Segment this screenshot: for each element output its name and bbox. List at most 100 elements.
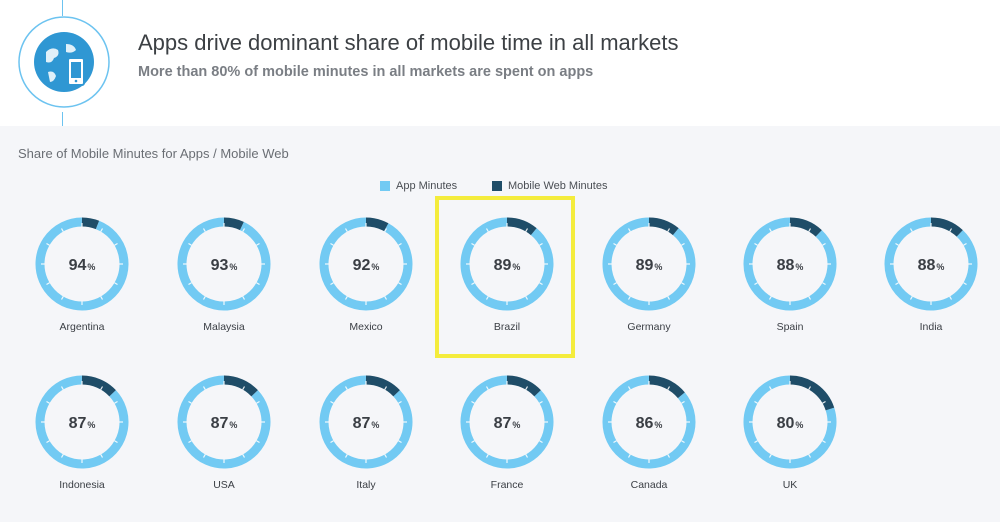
donut-tick-india <box>949 228 953 232</box>
donut-tick-indonesia <box>100 454 104 458</box>
donut-tick-france <box>485 386 489 390</box>
donut-app-arc-canada <box>602 375 696 469</box>
donut-tick-uk <box>808 454 812 458</box>
donut-value-spain: 88% <box>777 257 804 274</box>
donut-tick-mexico <box>330 242 334 246</box>
donut-tick-spain <box>768 228 772 232</box>
donut-tick-argentina <box>60 296 64 300</box>
donut-web-arc-spain <box>789 217 822 237</box>
donut-value-brazil: 89% <box>494 257 521 274</box>
donut-tick-indonesia <box>60 454 64 458</box>
donut-app-arc-germany <box>602 217 696 311</box>
donut-value-number-france: 87 <box>494 415 512 432</box>
donut-app-arc-brazil <box>460 217 554 311</box>
legend-swatch-web <box>492 181 502 191</box>
donut-value-suffix-indonesia: % <box>87 420 95 430</box>
donut-value-suffix-malaysia: % <box>229 262 237 272</box>
donut-tick-usa <box>242 386 246 390</box>
header: Apps drive dominant share of mobile time… <box>0 0 1000 126</box>
donut-tick-france <box>539 400 543 404</box>
donut-tick-brazil <box>539 282 543 286</box>
donut-tick-uk <box>822 400 826 404</box>
header-accent-line-top <box>62 0 63 16</box>
country-label-brazil: Brazil <box>494 321 520 333</box>
donut-tick-canada <box>681 400 685 404</box>
donut-tick-indonesia <box>60 386 64 390</box>
donut-tick-uk <box>768 386 772 390</box>
donut-tick-spain <box>768 296 772 300</box>
donut-tick-mexico <box>398 242 402 246</box>
donut-tick-germany <box>681 242 685 246</box>
donut-tick-canada <box>681 440 685 444</box>
donut-tick-france <box>471 400 475 404</box>
donut-value-number-canada: 86 <box>636 415 654 432</box>
donut-web-arc-france <box>506 375 541 397</box>
donut-web-arc-indonesia <box>81 375 116 397</box>
donut-tick-malaysia <box>188 282 192 286</box>
donut-tick-argentina <box>100 228 104 232</box>
donut-value-number-uk: 80 <box>777 415 795 432</box>
donut-web-arc-brazil <box>506 217 537 236</box>
donut-value-suffix-spain: % <box>795 262 803 272</box>
donut-tick-brazil <box>471 282 475 286</box>
donut-tick-canada <box>613 440 617 444</box>
donut-tick-usa <box>188 440 192 444</box>
donut-tick-france <box>525 454 529 458</box>
donut-value-number-mexico: 92 <box>353 257 371 274</box>
donut-tick-indonesia <box>46 400 50 404</box>
donut-tick-india <box>949 296 953 300</box>
donut-tick-france <box>539 440 543 444</box>
donut-tick-brazil <box>471 242 475 246</box>
country-label-malaysia: Malaysia <box>203 321 245 333</box>
donut-value-usa: 87% <box>211 415 238 432</box>
donut-app-arc-uk <box>743 375 837 469</box>
donut-value-number-germany: 89 <box>636 257 654 274</box>
donut-tick-usa <box>202 386 206 390</box>
country-label-argentina: Argentina <box>60 321 105 333</box>
donut-tick-spain <box>754 242 758 246</box>
donut-tick-italy <box>398 400 402 404</box>
highlight-box <box>435 196 575 358</box>
donut-web-arc-malaysia <box>223 217 244 231</box>
donut-tick-italy <box>384 454 388 458</box>
donut-tick-france <box>471 440 475 444</box>
donut-app-arc-mexico <box>319 217 413 311</box>
donut-tick-canada <box>667 386 671 390</box>
donut-value-france: 87% <box>494 415 521 432</box>
donut-tick-usa <box>202 454 206 458</box>
donut-value-suffix-argentina: % <box>87 262 95 272</box>
donut-tick-france <box>525 386 529 390</box>
donut-value-number-spain: 88 <box>777 257 795 274</box>
donut-tick-spain <box>822 242 826 246</box>
donut-tick-brazil <box>539 242 543 246</box>
donut-tick-italy <box>344 386 348 390</box>
donut-tick-malaysia <box>242 228 246 232</box>
donut-tick-malaysia <box>256 242 260 246</box>
donut-tick-canada <box>613 400 617 404</box>
country-label-france: France <box>491 479 524 491</box>
donut-tick-indonesia <box>46 440 50 444</box>
donut-tick-india <box>895 282 899 286</box>
donut-value-mexico: 92% <box>353 257 380 274</box>
donut-tick-usa <box>242 454 246 458</box>
donut-tick-india <box>963 282 967 286</box>
chart-title: Share of Mobile Minutes for Apps / Mobil… <box>18 146 289 161</box>
legend-label-app: App Minutes <box>396 180 458 192</box>
donut-tick-france <box>485 454 489 458</box>
donut-value-italy: 87% <box>353 415 380 432</box>
country-label-canada: Canada <box>631 479 668 491</box>
donut-tick-uk <box>808 386 812 390</box>
donut-value-argentina: 94% <box>69 257 96 274</box>
donut-value-number-argentina: 94 <box>69 257 87 274</box>
donut-tick-mexico <box>344 228 348 232</box>
page-title: Apps drive dominant share of mobile time… <box>138 30 679 55</box>
country-label-italy: Italy <box>356 479 376 491</box>
donut-tick-brazil <box>485 228 489 232</box>
donut-value-germany: 89% <box>636 257 663 274</box>
donut-tick-malaysia <box>202 228 206 232</box>
donut-tick-mexico <box>384 228 388 232</box>
donut-app-arc-argentina <box>35 217 129 311</box>
donut-tick-canada <box>627 454 631 458</box>
country-label-mexico: Mexico <box>349 321 382 333</box>
